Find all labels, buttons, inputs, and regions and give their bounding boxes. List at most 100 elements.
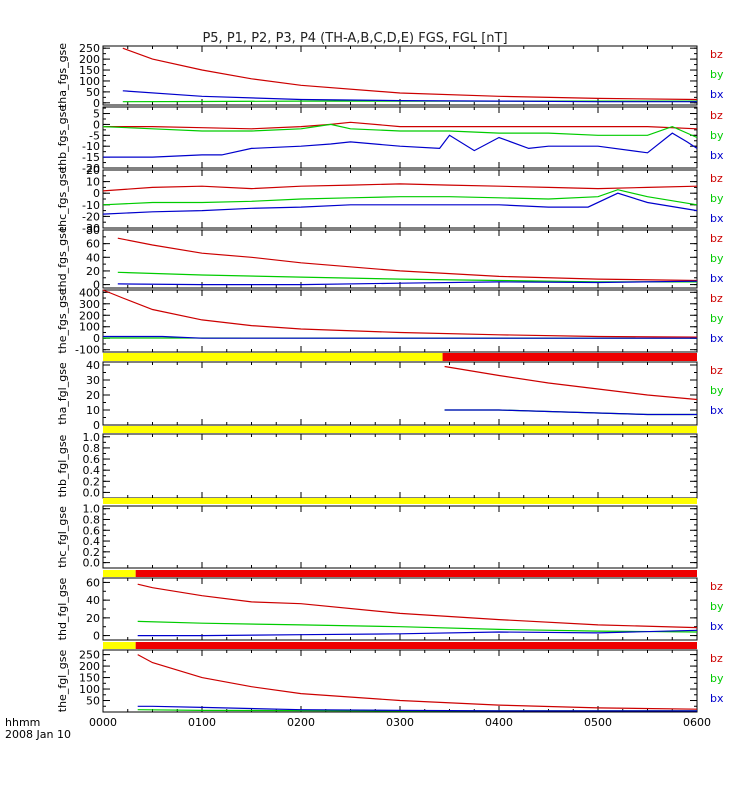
legend-bx: bx	[710, 692, 724, 705]
y-tick-label: 0	[93, 118, 100, 131]
y-tick-label: 250	[79, 649, 100, 662]
y-tick-label: -15	[82, 151, 100, 164]
y-tick-label: 20	[86, 164, 100, 177]
legend-by: by	[710, 129, 724, 142]
status-bar-segment	[135, 570, 698, 577]
y-tick-label: 0.4	[83, 535, 101, 548]
y-tick-label: 0.6	[83, 524, 101, 537]
series-line-bz	[117, 237, 698, 282]
series-line-bz	[102, 289, 698, 338]
y-tick-label: 40	[86, 359, 100, 372]
y-tick-label: 0	[93, 630, 100, 643]
y-tick-label: 0.4	[83, 464, 101, 477]
series-line-bz	[122, 47, 698, 101]
series-line-bz	[102, 183, 698, 192]
panel-thc_fgl_gse: 0.00.20.40.60.81.0 thc_fgl_gse	[56, 498, 698, 570]
legend-by: by	[710, 252, 724, 265]
series-line-bx	[102, 192, 698, 215]
y-tick-label: 50	[86, 695, 100, 708]
series-line-bz	[103, 121, 698, 130]
x-tick-label: 0400	[485, 716, 513, 729]
y-tick-label: 150	[79, 672, 100, 685]
y-tick-label: 40	[86, 594, 100, 607]
y-axis-label: tha_fgs_gse	[56, 43, 69, 108]
legend-by: by	[710, 384, 724, 397]
y-axis-label: tha_fgl_gse	[56, 362, 69, 425]
series-line-bz	[137, 654, 698, 710]
y-tick-label: 300	[79, 298, 100, 311]
status-bar-segment	[135, 642, 698, 649]
y-tick-label: 100	[79, 683, 100, 696]
y-tick-label: 0.2	[83, 546, 101, 559]
y-tick-label: 10	[86, 176, 100, 189]
series-line-bx	[103, 132, 698, 158]
y-tick-label: 60	[86, 576, 100, 589]
legend-bz: bz	[710, 109, 723, 122]
legend-by: by	[710, 68, 724, 81]
y-tick-label: 250	[79, 42, 100, 55]
y-tick-label: 100	[79, 321, 100, 334]
y-tick-label: 0	[93, 187, 100, 200]
legend-by: by	[710, 600, 724, 613]
y-tick-label: 5	[93, 108, 100, 121]
y-tick-label: 0.0	[83, 486, 101, 499]
status-bar-segment	[103, 353, 443, 361]
legend-bx: bx	[710, 88, 724, 101]
time-axis-label-date: 2008 Jan 10	[5, 728, 71, 741]
y-axis-label: thc_fgs_gse	[56, 167, 69, 232]
panel-tha_fgl_gse: 0 10 20 30 40 tha_fgl_gse bz by bx	[56, 353, 724, 432]
y-tick-label: 0	[93, 332, 100, 345]
series-line-by	[117, 271, 697, 283]
series-line-bz	[137, 583, 698, 629]
panel-frame	[102, 106, 698, 169]
status-bar-segment	[103, 642, 136, 649]
y-axis-label: the_fgl_gse	[56, 650, 69, 713]
series-line-bz	[444, 365, 698, 401]
y-tick-label: 1.0	[83, 503, 101, 516]
y-tick-label: 0.2	[83, 475, 101, 488]
panel-thb_fgl_gse: 0.00.20.40.60.81.0 thb_fgl_gse	[56, 426, 698, 499]
y-tick-label: 10	[86, 404, 100, 417]
legend-by: by	[710, 672, 724, 685]
y-tick-label: 100	[79, 75, 100, 88]
status-bar-segment	[103, 498, 697, 504]
y-tick-label: 0	[93, 97, 100, 110]
series-line-by	[102, 189, 698, 206]
y-axis-label: thb_fgl_gse	[56, 434, 69, 497]
y-tick-label: 0	[93, 419, 100, 432]
panel-frame	[102, 361, 698, 426]
time-axis: 0000 0100 0200 0300 0400 0500 0600	[89, 716, 711, 729]
series-line-by	[102, 123, 698, 139]
x-tick-label: 0500	[584, 716, 612, 729]
series-line-bx	[137, 705, 697, 712]
time-axis-label-unit: hhmm	[5, 716, 40, 729]
y-tick-label: -20	[82, 162, 100, 175]
status-bar-segment	[103, 570, 136, 577]
legend-bz: bz	[710, 48, 723, 61]
panel-frame	[102, 169, 698, 229]
legend-bx: bx	[710, 149, 724, 162]
chart-title: P5, P1, P2, P3, P4 (TH-A,B,C,D,E) FGS, F…	[202, 31, 508, 46]
panel-frame	[102, 505, 698, 569]
status-bar-segment	[442, 353, 697, 361]
x-tick-label: 0200	[287, 716, 315, 729]
y-axis-label: thb_fgs_gse	[56, 105, 69, 171]
panel-frame	[102, 649, 698, 713]
y-tick-label: 20	[86, 612, 100, 625]
y-tick-label: -100	[75, 344, 100, 357]
panel-frame	[102, 433, 698, 499]
legend-by: by	[710, 312, 724, 325]
series-line-bx	[137, 629, 698, 637]
y-axis-label: thd_fgs_gse	[56, 226, 69, 292]
y-tick-label: 80	[86, 224, 100, 237]
y-tick-label: 0	[93, 279, 100, 292]
panel-thd_fgl_gse: 0 20 40 60 thd_fgl_gse bz by bx	[56, 570, 724, 643]
y-axis-label: thd_fgl_gse	[56, 577, 69, 640]
y-tick-label: 0.6	[83, 453, 101, 466]
y-tick-label: 20	[86, 265, 100, 278]
legend-bx: bx	[710, 620, 724, 633]
x-tick-label: 0000	[89, 716, 117, 729]
